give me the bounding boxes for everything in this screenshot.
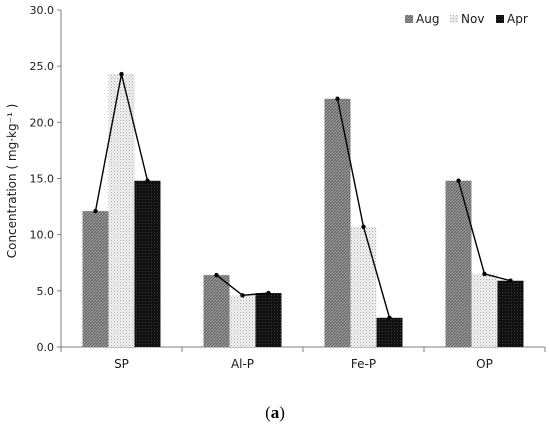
bar-nov-fe-p [350,226,377,347]
legend-label-apr: Apr [507,12,528,26]
legend-label-aug: Aug [416,12,439,26]
bar-aug-sp [82,211,109,347]
y-tick-label: 5.0 [37,285,55,298]
trend-point [335,96,340,101]
legend: Aug Nov Apr [405,12,528,26]
y-tick-label: 25.0 [30,60,55,73]
bar-aug-op [445,180,472,347]
x-tick-label: OP [476,357,493,371]
y-tick-label: 30.0 [30,4,55,17]
bars [82,74,524,347]
bar-nov-op [471,273,498,347]
y-tick-label: 10.0 [30,229,55,242]
trend-point [266,290,271,296]
x-axis: SP Al-P Fe-P OP [60,346,546,371]
bar-apr-fe-p [376,317,403,347]
legend-label-nov: Nov [461,12,484,26]
trend-point [214,272,219,278]
trend-lines [93,71,513,320]
y-axis: 0.0 5.0 10.0 15.0 20.0 25.0 30.0 [30,4,62,354]
figure-caption: (a) [265,403,285,422]
bar-apr-op [497,280,524,347]
bar-nov-al-p [229,295,256,347]
legend-swatch-aug [405,15,413,23]
y-tick-label: 0.0 [37,341,55,354]
caption-open: ( [265,403,271,422]
legend-swatch-nov [450,15,458,23]
caption-label: a [271,403,280,422]
y-tick-label: 20.0 [30,116,55,129]
legend-swatch-apr [496,15,504,23]
trend-point [482,271,487,277]
y-axis-title: Concentration ( mg·kg⁻¹ ) [5,104,19,259]
trend-point [456,178,461,183]
trend-point [240,293,245,298]
trend-point [361,224,366,230]
trend-point [145,178,150,183]
bar-aug-fe-p [324,98,351,347]
caption-close: ) [279,403,285,422]
trend-point [93,208,98,214]
x-tick-label: SP [114,357,129,371]
trend-point [508,278,513,283]
bar-apr-al-p [255,293,282,347]
bar-apr-sp [134,180,161,347]
bar-aug-al-p [203,275,230,347]
x-tick-label: Al-P [231,357,254,371]
bar-nov-sp [108,74,135,347]
y-tick-label: 15.0 [30,173,55,186]
trend-point [387,315,392,320]
trend-point [119,71,124,77]
x-tick-label: Fe-P [351,357,376,371]
